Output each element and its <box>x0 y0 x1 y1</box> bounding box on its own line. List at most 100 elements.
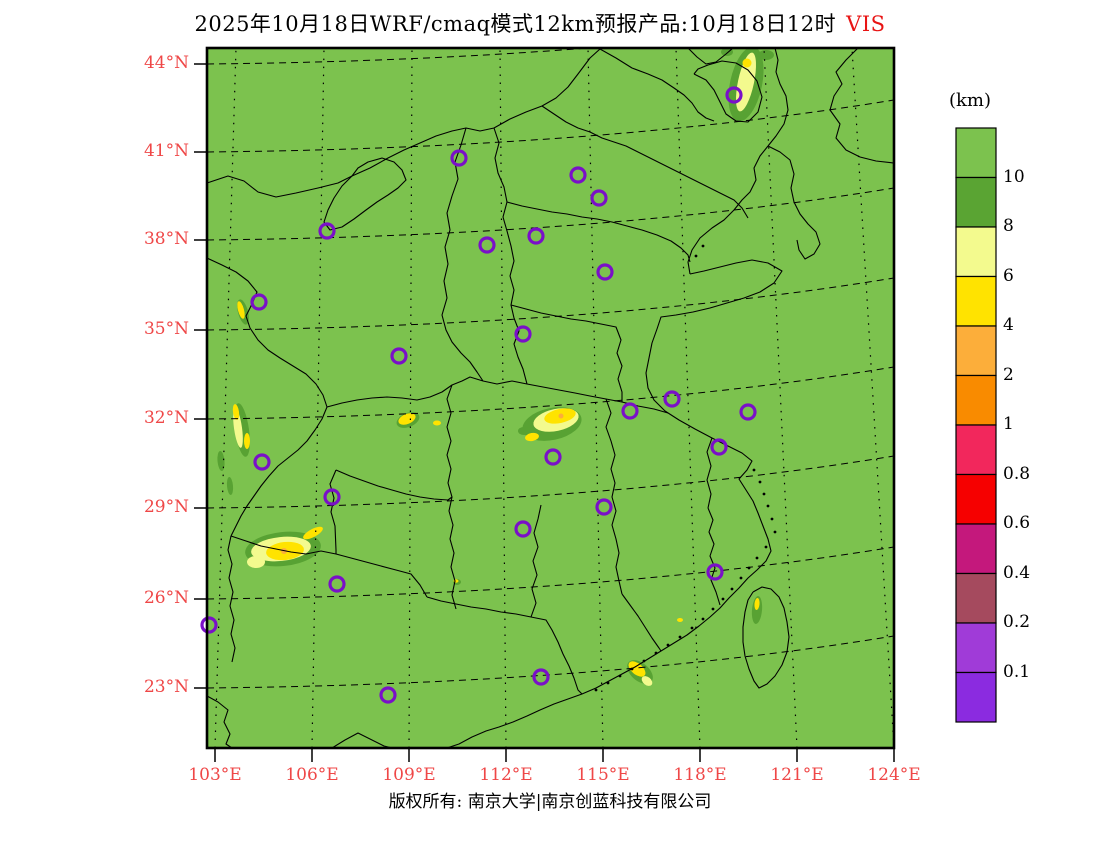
parallel-29n <box>208 455 893 509</box>
meridian-124e <box>851 49 893 742</box>
coastal-island-dot <box>747 566 751 570</box>
colorbar-tick-label: 4 <box>1003 315 1014 335</box>
coastal-island-dot <box>690 626 694 630</box>
province-boundary <box>767 49 789 147</box>
low-visibility-patch <box>558 413 564 419</box>
coastal-island-dot <box>654 651 658 655</box>
province-boundary <box>448 259 783 747</box>
city-marker <box>379 686 397 704</box>
colorbar-segment <box>955 671 997 723</box>
coastal-island-dot <box>618 674 622 678</box>
lat-tick-label: 32°N <box>143 408 189 428</box>
coastal-island-dot <box>606 681 610 685</box>
colorbar-tick-label: 0.8 <box>1003 463 1031 484</box>
lat-tick-label: 38°N <box>143 229 189 249</box>
province-boundary <box>767 145 821 260</box>
lat-tick-label: 29°N <box>143 497 189 517</box>
city-marker <box>250 293 268 311</box>
low-visibility-patch <box>237 301 245 319</box>
province-boundary <box>541 105 749 219</box>
city-marker <box>590 189 608 207</box>
colorbar-segment <box>955 473 997 525</box>
low-visibility-patch <box>244 433 250 449</box>
parallel-44n <box>208 49 582 65</box>
city-marker <box>706 563 724 581</box>
lat-tick-label: 35°N <box>143 319 189 339</box>
province-boundary <box>599 49 715 122</box>
lon-tick-label: 103°E <box>188 765 242 785</box>
colorbar-tick-label: 0.6 <box>1003 513 1031 533</box>
colorbar-segment <box>955 374 997 426</box>
page-title: 2025年10月18日WRF/cmaq模式12km预报产品:10月18日12时 V… <box>90 8 990 38</box>
city-marker <box>450 149 468 167</box>
low-visibility-patch <box>754 598 760 610</box>
province-boundary <box>706 437 713 509</box>
lon-tick-label: 121°E <box>770 765 824 785</box>
province-boundary <box>208 695 232 747</box>
city-marker <box>328 575 346 593</box>
province-boundary <box>426 596 583 695</box>
title-variable-label: VIS <box>846 12 886 36</box>
province-boundary <box>335 469 453 501</box>
province-boundary <box>829 49 893 164</box>
title-text: 2025年10月18日WRF/cmaq模式12km预报产品:10月18日12时 <box>194 12 837 36</box>
low-visibility-patch <box>398 413 416 425</box>
coastal-island-dot <box>711 607 715 611</box>
low-visibility-patch <box>758 50 774 60</box>
city-marker <box>253 453 271 471</box>
colorbar-segment <box>955 572 997 624</box>
city-marker <box>200 616 218 634</box>
parallel-35n <box>208 277 893 331</box>
province-boundary <box>227 535 236 663</box>
low-visibility-patch <box>641 676 653 686</box>
colorbar-segment <box>955 275 997 327</box>
city-marker <box>595 498 613 516</box>
coastal-island-dot <box>739 576 743 580</box>
city-marker <box>318 222 336 240</box>
copyright-text: 版权所有: 南京大学|南京创蓝科技有限公司 <box>388 792 712 812</box>
province-boundary <box>326 376 484 408</box>
parallel-41n <box>208 99 893 153</box>
province-boundary <box>493 127 515 319</box>
lat-tick-label: 41°N <box>143 141 189 161</box>
province-boundary <box>332 732 391 747</box>
city-marker <box>478 236 496 254</box>
colorbar-tick-label: 0.2 <box>1003 612 1031 632</box>
province-boundary <box>482 380 669 414</box>
coastal-island-dot <box>701 617 705 621</box>
coastal-island-dot <box>701 244 705 248</box>
parallel-23n <box>208 635 893 689</box>
colorbar-segment <box>955 325 997 377</box>
low-visibility-patch <box>232 404 240 420</box>
low-visibility-patch <box>751 596 763 624</box>
colorbar-segment <box>955 176 997 228</box>
parallel-38n <box>208 187 893 241</box>
city-marker <box>663 390 681 408</box>
low-visibility-patch <box>518 427 530 435</box>
colorbar-tick-label: 8 <box>1003 216 1014 236</box>
coastal-island-dot <box>764 545 768 549</box>
city-marker <box>569 166 587 184</box>
colorbar-tick-label: 2 <box>1003 364 1014 385</box>
coastal-island-dot <box>770 517 774 521</box>
lon-tick-label: 112°E <box>479 765 533 785</box>
province-boundary <box>742 586 790 689</box>
colorbar-segment <box>955 226 997 278</box>
parallel-32n <box>208 366 893 420</box>
colorbar-segment <box>955 424 997 476</box>
province-boundary <box>208 49 601 198</box>
coastal-island-dot <box>678 635 682 639</box>
coastal-island-dot <box>721 597 725 601</box>
city-marker <box>390 347 408 365</box>
city-marker <box>739 403 757 421</box>
colorbar-tick-label: 0.1 <box>1003 661 1031 682</box>
colorbar-unit-label: (km) <box>948 90 992 111</box>
low-visibility-patch <box>433 420 441 426</box>
colorbar-segment <box>955 127 997 179</box>
coastal-island-dot <box>630 667 634 671</box>
province-boundary <box>605 398 623 595</box>
parallel-26n <box>208 546 893 600</box>
city-marker <box>323 488 341 506</box>
province-boundary <box>621 593 662 652</box>
